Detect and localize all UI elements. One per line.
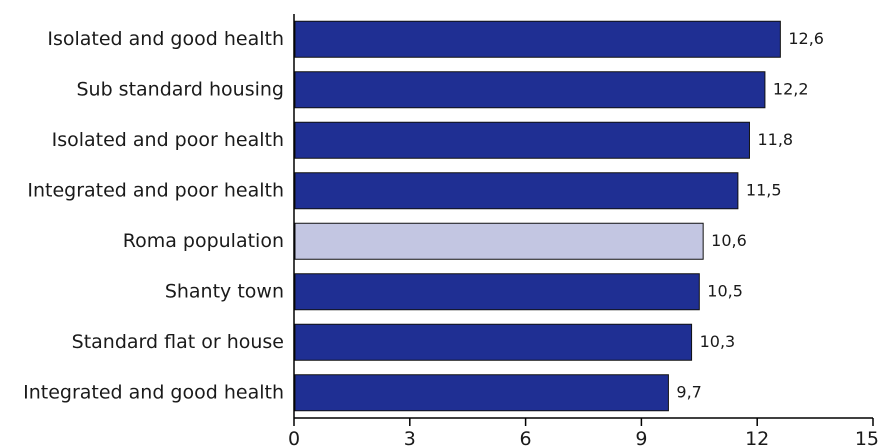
x-tick-label-2: 6 [520, 428, 532, 448]
category-label-7: Integrated and good health [23, 381, 284, 403]
x-tick-label-3: 9 [635, 428, 647, 448]
axes-layer: 0 3 6 9 12 15 [288, 14, 879, 448]
category-label-6: Standard flat or house [72, 331, 284, 353]
value-label-3: 11,5 [746, 180, 782, 199]
category-label-5: Shanty town [165, 280, 284, 302]
category-label-1: Sub standard housing [76, 78, 284, 100]
category-label-0: Isolated and good health [47, 28, 284, 50]
value-label-5: 10,5 [707, 281, 743, 300]
bar-5 [294, 273, 700, 311]
value-label-2: 11,8 [757, 130, 793, 149]
x-tick-label-5: 15 [855, 428, 879, 448]
value-label-6: 10,3 [700, 332, 736, 351]
labels-layer: Isolated and good health 12,6 Sub standard… [23, 28, 824, 404]
bar-6 [294, 323, 693, 361]
bar-2 [294, 121, 750, 159]
x-tick-label-1: 3 [404, 428, 416, 448]
bars-layer [294, 20, 781, 412]
bar-3 [294, 172, 739, 210]
x-tick-label-0: 0 [288, 428, 300, 448]
x-tick-label-4: 12 [745, 428, 769, 448]
bar-7 [294, 374, 669, 412]
bar-4 [294, 222, 704, 260]
bar-1 [294, 71, 766, 109]
category-label-2: Isolated and poor health [52, 129, 284, 151]
category-label-4: Roma population [123, 230, 284, 252]
bar-0 [294, 20, 781, 58]
category-label-3: Integrated and poor health [27, 179, 284, 201]
value-label-7: 9,7 [676, 382, 701, 401]
value-label-0: 12,6 [788, 29, 824, 48]
value-label-4: 10,6 [711, 231, 747, 250]
value-label-1: 12,2 [773, 79, 809, 98]
